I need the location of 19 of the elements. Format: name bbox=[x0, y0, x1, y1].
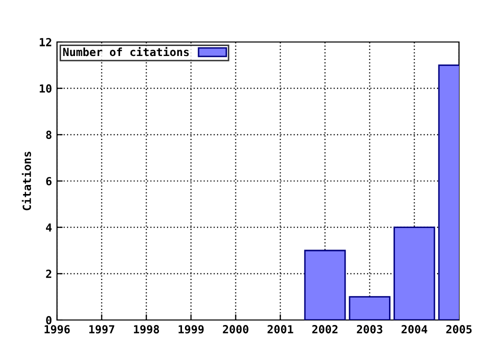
x-tick-label: 1998 bbox=[134, 325, 160, 334]
y-tick-label: 0 bbox=[46, 316, 52, 324]
x-tick-label: 1996 bbox=[44, 325, 70, 334]
legend-label: Number of citations bbox=[63, 46, 189, 56]
y-tick-label: 4 bbox=[46, 223, 52, 232]
x-tick-label: 2000 bbox=[222, 325, 248, 334]
y-tick-label: 10 bbox=[40, 84, 52, 93]
y-axis-title: Citations bbox=[22, 152, 32, 210]
y-tick-label: 12 bbox=[40, 38, 52, 46]
x-tick-label: 2005 bbox=[446, 325, 472, 334]
x-tick-label: 2002 bbox=[312, 325, 338, 334]
x-tick-label: 1999 bbox=[178, 325, 204, 334]
x-tick-label: 1997 bbox=[89, 325, 114, 334]
y-tick-label: 2 bbox=[46, 270, 52, 278]
y-tick-label: 8 bbox=[46, 130, 52, 140]
x-tick-label: 2001 bbox=[268, 325, 294, 334]
x-tick-label: 2004 bbox=[402, 325, 428, 334]
x-tick-label: 2003 bbox=[356, 325, 382, 334]
y-tick-label: 6 bbox=[46, 176, 52, 186]
